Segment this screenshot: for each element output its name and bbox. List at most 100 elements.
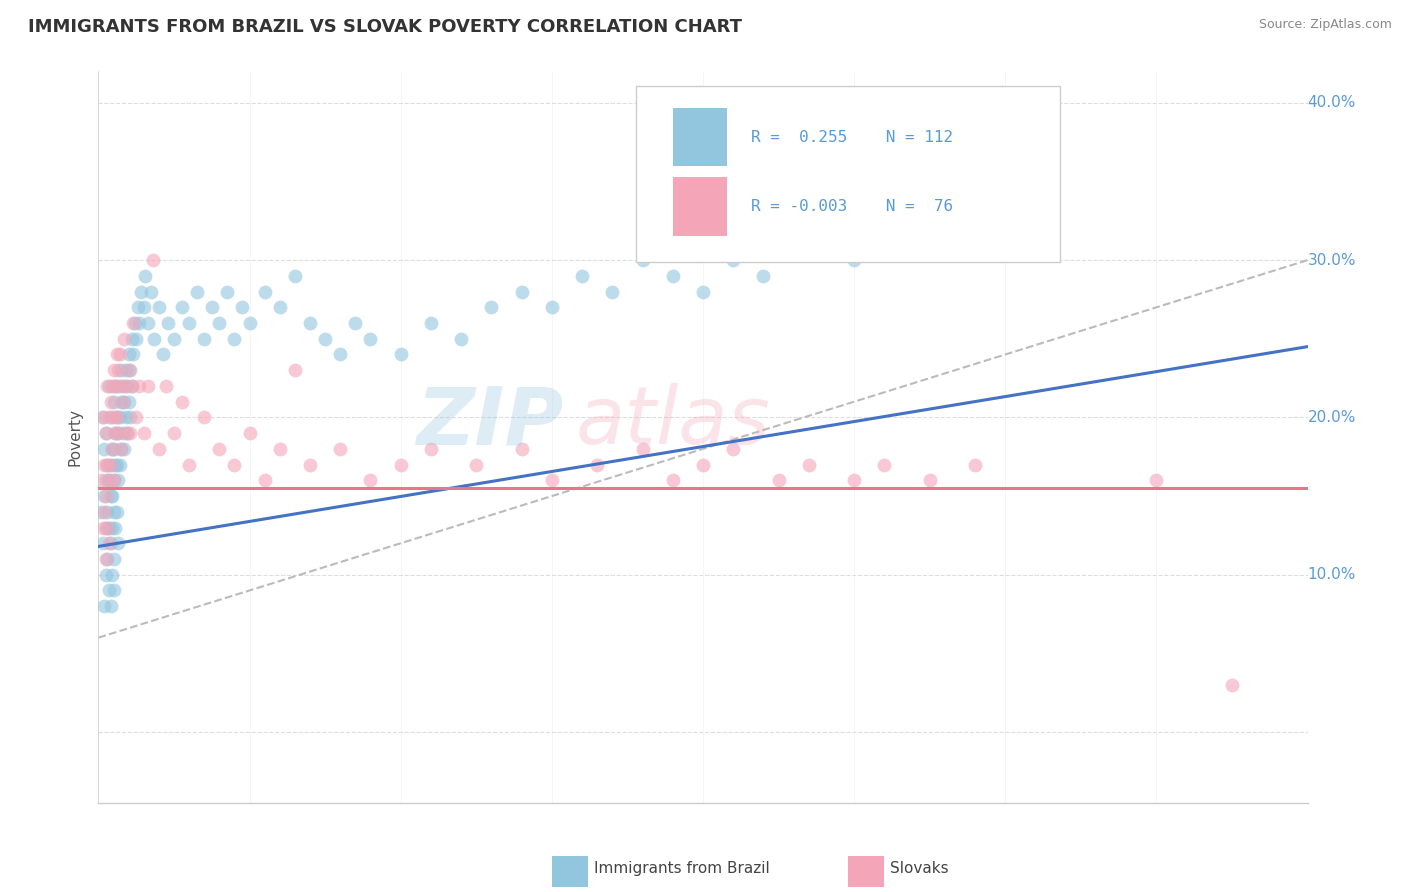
Point <box>152 347 174 361</box>
Point <box>148 442 170 456</box>
Point <box>1220 678 1243 692</box>
Point <box>170 394 193 409</box>
Point <box>768 473 790 487</box>
Point <box>120 363 142 377</box>
Point <box>163 426 186 441</box>
Point <box>783 237 806 252</box>
Point <box>136 379 159 393</box>
Point <box>110 442 132 456</box>
Point <box>90 473 112 487</box>
Point <box>121 379 143 393</box>
Text: R = -0.003    N =  76: R = -0.003 N = 76 <box>751 199 953 214</box>
Point <box>132 301 155 315</box>
Point <box>124 316 146 330</box>
Point <box>115 426 138 441</box>
Point <box>540 301 562 315</box>
Point <box>344 316 367 330</box>
Point <box>105 505 128 519</box>
Point <box>96 458 118 472</box>
Point <box>844 473 866 487</box>
Point <box>465 458 488 472</box>
Point <box>132 426 155 441</box>
Point <box>179 316 201 330</box>
Text: 20.0%: 20.0% <box>1308 410 1355 425</box>
Point <box>103 473 125 487</box>
Point <box>127 301 149 315</box>
Point <box>94 426 117 441</box>
Point <box>134 268 156 283</box>
Point <box>101 442 124 456</box>
Text: 40.0%: 40.0% <box>1308 95 1355 111</box>
Text: R =  0.255    N = 112: R = 0.255 N = 112 <box>751 129 953 145</box>
Point <box>450 332 472 346</box>
Point <box>128 316 150 330</box>
Point <box>360 332 382 346</box>
Point <box>155 379 177 393</box>
Point <box>104 379 127 393</box>
Point <box>389 347 412 361</box>
Point <box>91 410 114 425</box>
FancyBboxPatch shape <box>551 856 588 887</box>
Point <box>723 442 745 456</box>
Point <box>110 363 132 377</box>
Point <box>224 458 246 472</box>
Point <box>96 458 118 472</box>
Point <box>93 442 115 456</box>
Point <box>107 426 129 441</box>
Point <box>179 458 201 472</box>
Point <box>103 410 125 425</box>
Text: Immigrants from Brazil: Immigrants from Brazil <box>595 861 770 876</box>
Point <box>103 583 125 598</box>
Text: IMMIGRANTS FROM BRAZIL VS SLOVAK POVERTY CORRELATION CHART: IMMIGRANTS FROM BRAZIL VS SLOVAK POVERTY… <box>28 18 742 36</box>
Point <box>873 221 896 235</box>
Point <box>873 458 896 472</box>
Text: 10.0%: 10.0% <box>1308 567 1355 582</box>
Point <box>101 567 124 582</box>
Point <box>299 316 322 330</box>
Point <box>631 253 654 268</box>
Point <box>107 363 129 377</box>
Point <box>253 473 276 487</box>
Point <box>103 394 125 409</box>
Point <box>96 552 118 566</box>
Point <box>143 332 166 346</box>
Point <box>101 442 124 456</box>
Point <box>104 426 127 441</box>
Point <box>98 410 121 425</box>
Point <box>110 394 132 409</box>
Point <box>91 536 114 550</box>
Point <box>94 552 117 566</box>
Point <box>111 394 134 409</box>
Point <box>201 301 224 315</box>
Point <box>98 536 121 550</box>
Point <box>100 458 122 472</box>
Point <box>128 379 150 393</box>
Point <box>918 473 941 487</box>
Point <box>510 442 533 456</box>
Point <box>100 458 122 472</box>
Point <box>101 489 124 503</box>
Point <box>120 410 142 425</box>
Point <box>100 599 122 614</box>
Point <box>120 426 142 441</box>
Point <box>94 489 117 503</box>
Point <box>103 552 125 566</box>
Point <box>94 426 117 441</box>
Point <box>253 285 276 299</box>
Text: Slovaks: Slovaks <box>890 861 949 876</box>
Point <box>108 410 131 425</box>
Point <box>602 285 624 299</box>
Point <box>98 379 121 393</box>
Point <box>571 268 593 283</box>
Point <box>692 285 714 299</box>
Point <box>118 347 141 361</box>
Point <box>129 285 152 299</box>
Point <box>98 473 121 487</box>
Point <box>93 489 115 503</box>
Point <box>112 394 135 409</box>
Point <box>193 410 215 425</box>
Point <box>186 285 208 299</box>
Point <box>136 316 159 330</box>
Point <box>103 363 125 377</box>
FancyBboxPatch shape <box>673 178 727 236</box>
